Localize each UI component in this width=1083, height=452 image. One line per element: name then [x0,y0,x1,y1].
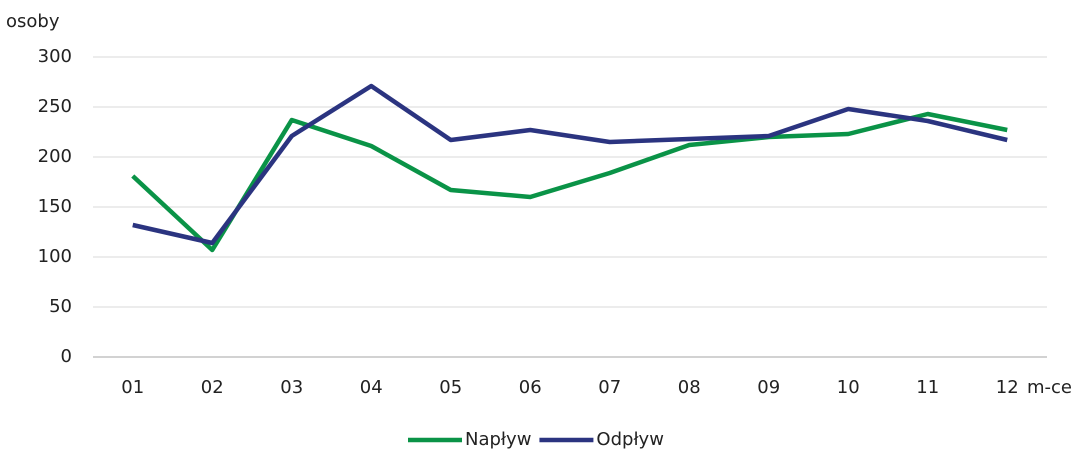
x-tick-label: 06 [519,377,542,398]
y-tick-label: 150 [38,196,72,217]
x-tick-label: 12 [996,377,1019,398]
x-tick-label: 02 [201,377,224,398]
y-tick-label: 200 [38,146,72,167]
x-tick-label: 01 [121,377,144,398]
x-tick-label: 03 [280,377,303,398]
legend-label: Odpływ [596,429,664,450]
x-tick-label: 05 [439,377,462,398]
y-axis-label: osoby [6,11,60,32]
y-tick-label: 250 [38,96,72,117]
line-series [132,83,1008,246]
y-tick-label: 300 [38,46,72,67]
y-tick-label: 0 [61,346,72,367]
x-tick-label: 08 [678,377,701,398]
y-tick-label: 100 [38,246,72,267]
x-tick-label: 07 [598,377,621,398]
legend-label: Napływ [465,429,531,450]
x-axis-label: m-ce [1027,377,1072,398]
x-tick-label: 11 [916,377,939,398]
x-tick-label: 10 [837,377,860,398]
x-tick-label: 04 [360,377,383,398]
x-tick-label: 09 [757,377,780,398]
line-series [131,111,1008,253]
y-tick-label: 50 [49,296,72,317]
